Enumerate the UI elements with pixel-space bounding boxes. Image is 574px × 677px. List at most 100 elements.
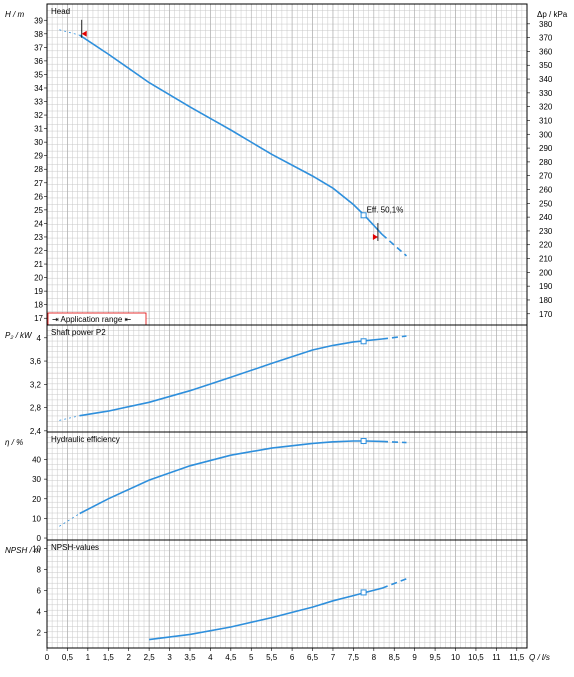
x-tick-label: 7,5 [348, 653, 360, 662]
y-tick-label: 4 [37, 334, 42, 343]
panel-title: Hydraulic efficiency [51, 435, 120, 444]
y-tick-label: 4 [37, 607, 42, 616]
x-tick-label: 11,5 [509, 653, 525, 662]
y-tick-label: 30 [34, 138, 43, 147]
x-tick-label: 7 [331, 653, 336, 662]
y2-tick-label: 330 [539, 89, 553, 98]
curve-extension-high [381, 233, 408, 257]
y2-tick-label: 270 [539, 172, 553, 181]
y-tick-label: 38 [34, 30, 43, 39]
panel-head [44, 3, 530, 326]
panel-npsh [44, 539, 528, 649]
y-tick-label: 31 [34, 125, 43, 134]
y-tick-label: 20 [34, 274, 43, 283]
y-tick-label: 17 [34, 314, 43, 323]
duty-point-marker [360, 338, 367, 345]
panel-title: Shaft power P2 [51, 328, 106, 337]
x-tick-label: 8 [372, 653, 377, 662]
y2-tick-label: 240 [539, 213, 553, 222]
y-axis-label: H / m [5, 10, 24, 19]
y-tick-label: 24 [34, 219, 43, 228]
curve-extension-high [381, 335, 407, 340]
x-tick-label: 11 [492, 653, 501, 662]
panel-efficiency [44, 431, 528, 541]
y2-tick-label: 310 [539, 116, 553, 125]
performance-curve [79, 338, 383, 417]
x-tick-label: 1 [86, 653, 91, 662]
y-tick-label: 39 [34, 16, 43, 25]
duty-point-label: Eff. 50,1% [367, 205, 404, 214]
y2-tick-label: 290 [539, 144, 553, 153]
x-tick-label: 3,5 [184, 653, 196, 662]
x-tick-label: 2 [126, 653, 131, 662]
performance-curve [79, 440, 383, 515]
y2-tick-label: 200 [539, 268, 553, 277]
y-tick-label: 27 [34, 179, 43, 188]
y2-tick-label: 370 [539, 34, 553, 43]
x-tick-label: 8,5 [389, 653, 401, 662]
y2-tick-label: 230 [539, 227, 553, 236]
x-tick-label: 10,5 [468, 653, 484, 662]
y-tick-label: 8 [37, 565, 42, 574]
performance-curve [79, 34, 383, 235]
y2-tick-label: 350 [539, 61, 553, 70]
y-tick-label: 28 [34, 165, 43, 174]
curve-extension-high [381, 440, 407, 444]
application-range-label: ⇥ Application range ⇤ [52, 315, 132, 324]
y2-tick-label: 170 [539, 310, 553, 319]
curve-extension-low [59, 513, 80, 527]
y-tick-label: 23 [34, 233, 43, 242]
y-tick-label: 37 [34, 43, 43, 52]
curve-extension-low [59, 29, 80, 36]
range-arrow-icon [372, 233, 378, 240]
y-tick-label: 22 [34, 247, 43, 256]
y-tick-label: 33 [34, 98, 43, 107]
panel-frame [46, 539, 528, 649]
y2-tick-label: 250 [539, 199, 553, 208]
x-tick-label: 10 [451, 653, 460, 662]
y-tick-label: 3,2 [30, 380, 42, 389]
range-arrow-icon [81, 30, 87, 37]
y2-tick-label: 280 [539, 158, 553, 167]
x-tick-label: 5,5 [266, 653, 278, 662]
x-tick-label: 3 [167, 653, 172, 662]
y2-tick-label: 180 [539, 296, 553, 305]
y-tick-label: 30 [32, 475, 41, 484]
y-tick-label: 3,6 [30, 357, 42, 366]
x-tick-label: 5 [249, 653, 254, 662]
y-tick-label: 36 [34, 57, 43, 66]
x-tick-label: 4 [208, 653, 213, 662]
y-axis-label: P₂ / kW [5, 331, 33, 340]
y-tick-label: 20 [32, 495, 41, 504]
y-tick-label: 0 [37, 534, 42, 543]
y2-axis-label: Δp / kPa [537, 10, 568, 19]
y-tick-label: 2 [37, 628, 42, 637]
y-axis-label: η / % [5, 438, 23, 447]
x-tick-label: 1,5 [103, 653, 115, 662]
y-tick-label: 35 [34, 70, 43, 79]
y2-tick-label: 190 [539, 282, 553, 291]
x-tick-label: 6 [290, 653, 295, 662]
x-tick-label: 2,5 [144, 653, 156, 662]
y2-tick-label: 210 [539, 255, 553, 264]
y-tick-label: 10 [32, 544, 41, 553]
y-tick-label: 18 [34, 301, 43, 310]
curve-extension-low [59, 415, 80, 421]
y-tick-label: 34 [34, 84, 43, 93]
x-tick-label: 6,5 [307, 653, 319, 662]
duty-point-marker [360, 589, 367, 596]
y-tick-label: 2,8 [30, 404, 42, 413]
panel-title: Head [51, 7, 70, 16]
x-tick-label: 4,5 [225, 653, 237, 662]
y-tick-label: 26 [34, 192, 43, 201]
duty-point-marker [360, 438, 367, 445]
y-tick-label: 2,4 [30, 427, 42, 436]
y-tick-label: 19 [34, 287, 43, 296]
panel-title: NPSH-values [51, 543, 99, 552]
x-axis-label: Q / l/s [529, 653, 550, 662]
y-tick-label: 6 [37, 586, 42, 595]
x-tick-label: 9,5 [430, 653, 442, 662]
curve-extension-high [381, 578, 407, 589]
